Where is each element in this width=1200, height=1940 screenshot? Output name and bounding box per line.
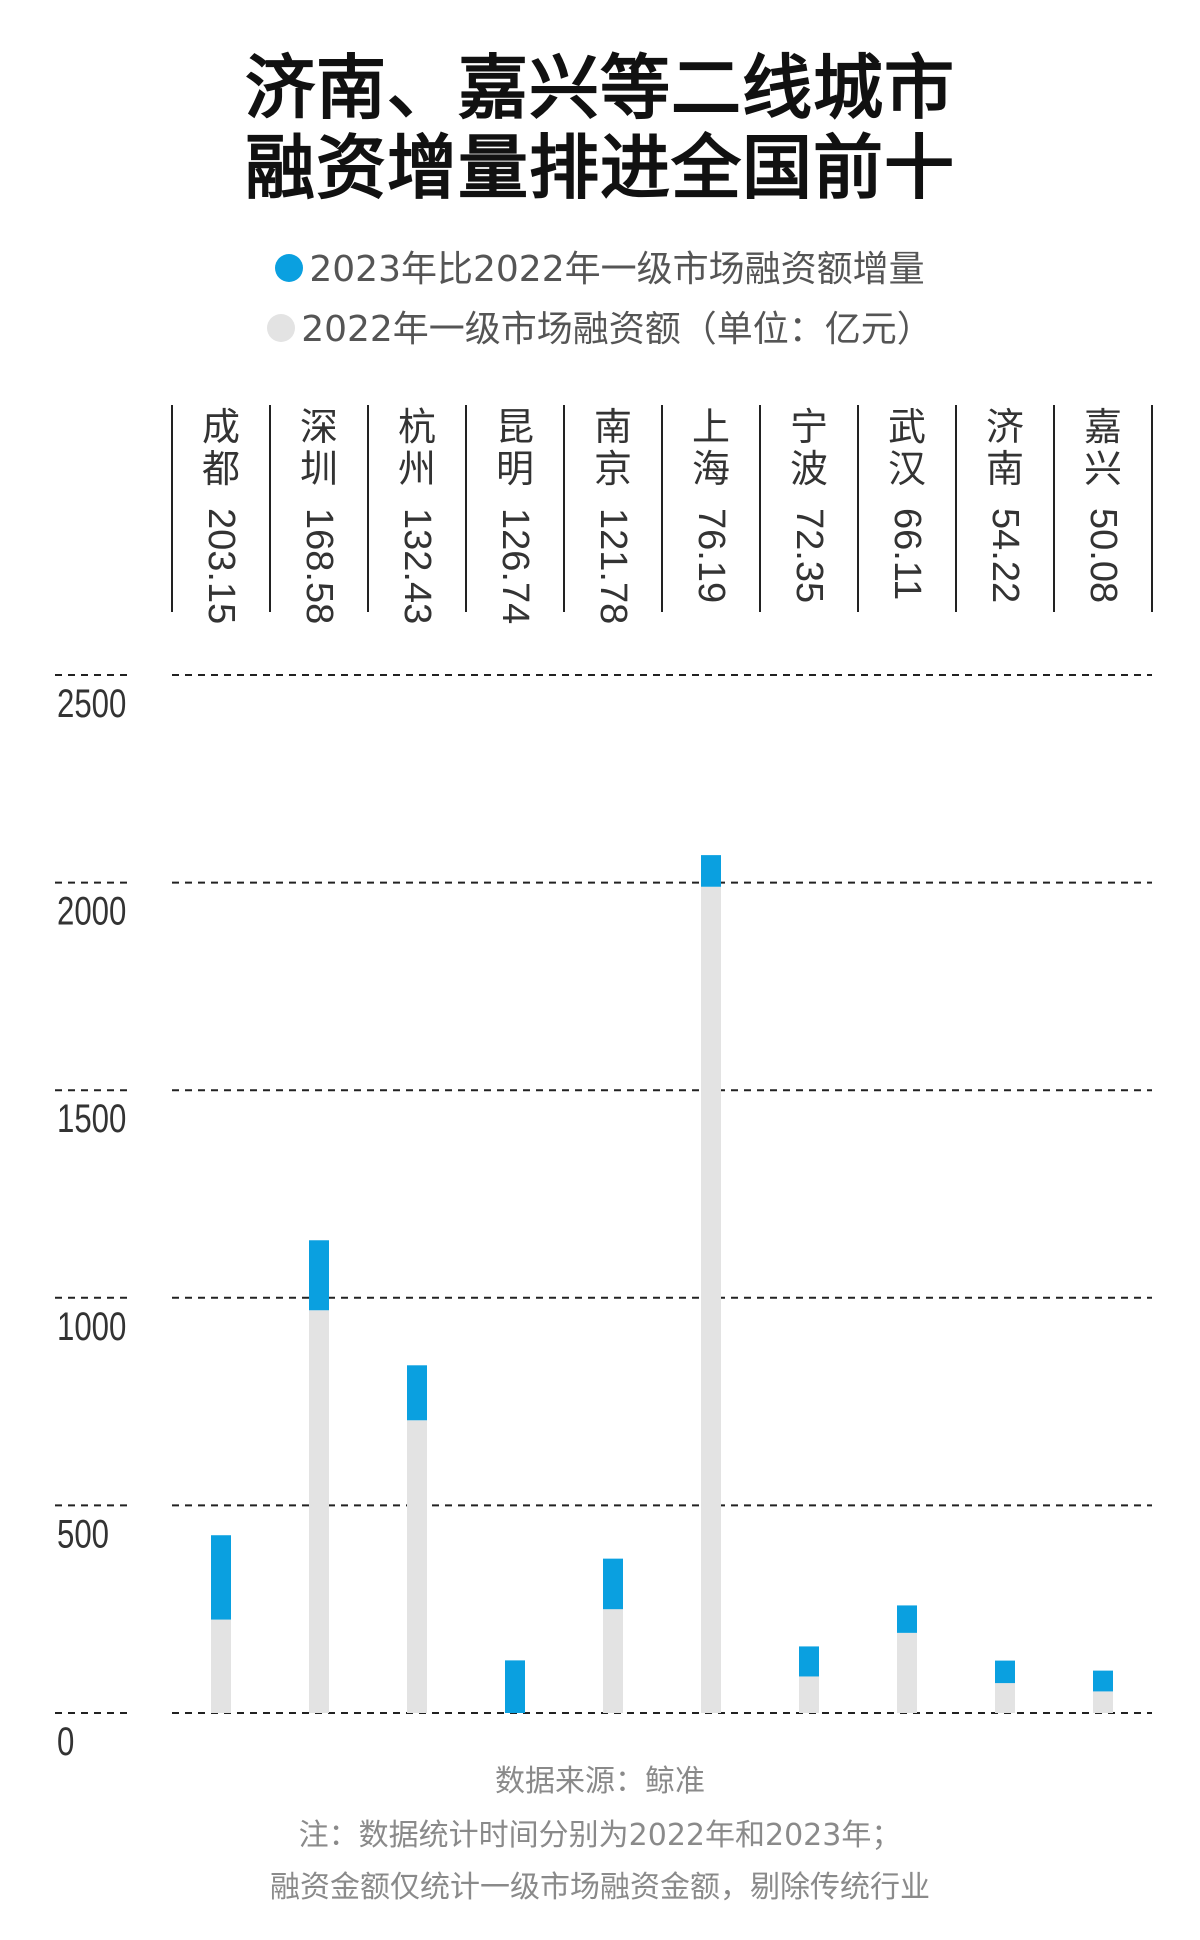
legend-swatch-increase <box>275 254 304 282</box>
legend-label-increase: 2023年比2022年一级市场融资额增量 <box>309 249 925 290</box>
footnote-line-1: 注：数据统计时间分别为2022年和2023年； <box>298 1818 902 1853</box>
footnote-line-2: 融资金额仅统计一级市场融资金额，剔除传统行业 <box>270 1870 930 1905</box>
bar-2022-base <box>995 1683 1015 1713</box>
y-tick-label: 2500 <box>57 681 126 726</box>
bar-2023-increase <box>505 1660 525 1713</box>
bar-2022-base <box>1093 1691 1113 1713</box>
category-label-char: 嘉 <box>1084 405 1122 449</box>
bar-2023-increase <box>799 1646 819 1677</box>
category-label-char: 宁 <box>790 405 828 449</box>
category-label-char: 波 <box>790 447 828 491</box>
bar-2022-base <box>897 1632 917 1713</box>
category-label-char: 圳 <box>300 447 338 491</box>
increase-value-label: 126.74 <box>494 508 536 624</box>
legend-item-base: 2022年一级市场融资额（单位：亿元） <box>0 308 1200 352</box>
category-label-char: 上 <box>692 405 730 449</box>
y-tick-label: 1500 <box>57 1097 126 1142</box>
y-tick-label: 500 <box>57 1512 109 1557</box>
bar-2022-base <box>309 1310 329 1713</box>
chart-title-line-2: 融资增量排进全国前十 <box>245 127 955 209</box>
bar-2022-base <box>407 1420 427 1713</box>
category-label-char: 深 <box>300 405 338 449</box>
category-label-char: 京 <box>594 447 632 491</box>
increase-value-label: 121.78 <box>592 508 634 624</box>
category-label-char: 海 <box>692 447 730 491</box>
y-tick-label: 2000 <box>57 889 126 934</box>
increase-value-label: 203.15 <box>200 508 242 624</box>
increase-value-label: 132.43 <box>396 508 438 624</box>
y-tick-label: 0 <box>57 1719 74 1764</box>
increase-value-label: 66.11 <box>886 508 928 600</box>
category-label-char: 成 <box>202 405 240 449</box>
category-label-char: 都 <box>202 447 240 491</box>
increase-value-label: 168.58 <box>298 508 340 624</box>
legend-label-base: 2022年一级市场融资额（单位：亿元） <box>301 309 933 350</box>
increase-value-label: 76.19 <box>690 508 732 603</box>
bar-2023-increase <box>603 1558 623 1610</box>
category-label-char: 明 <box>496 447 534 491</box>
bar-2023-increase <box>897 1605 917 1633</box>
bar-2023-increase <box>211 1535 231 1620</box>
chart-title-line-1: 济南、嘉兴等二线城市 <box>245 47 955 129</box>
category-label-char: 汉 <box>888 447 926 491</box>
category-label-char: 杭 <box>398 405 436 449</box>
category-label-char: 南 <box>594 405 632 449</box>
bar-2023-increase <box>309 1240 329 1311</box>
data-source-note: 数据来源：鲸准 <box>495 1764 705 1799</box>
increase-value-label: 72.35 <box>788 508 830 603</box>
bar-2023-increase <box>407 1365 427 1421</box>
increase-value-label: 50.08 <box>1082 508 1124 603</box>
category-label-char: 南 <box>986 447 1024 491</box>
category-label-char: 兴 <box>1084 447 1122 491</box>
bar-2022-base <box>211 1619 231 1713</box>
bar-2023-increase <box>995 1660 1015 1684</box>
legend-item-increase: 2023年比2022年一级市场融资额增量 <box>0 248 1200 292</box>
y-tick-label: 1000 <box>57 1304 126 1349</box>
bar-2022-base <box>799 1676 819 1713</box>
category-label-char: 济 <box>986 405 1024 449</box>
category-label-char: 武 <box>888 405 926 449</box>
bar-2023-increase <box>701 855 721 887</box>
bar-2023-increase <box>1093 1670 1113 1692</box>
bar-2022-base <box>603 1609 623 1713</box>
legend-swatch-base <box>267 314 296 342</box>
increase-value-label: 54.22 <box>984 508 1026 603</box>
bar-2022-base <box>701 886 721 1713</box>
category-label-char: 州 <box>398 447 436 491</box>
category-label-char: 昆 <box>496 405 534 449</box>
